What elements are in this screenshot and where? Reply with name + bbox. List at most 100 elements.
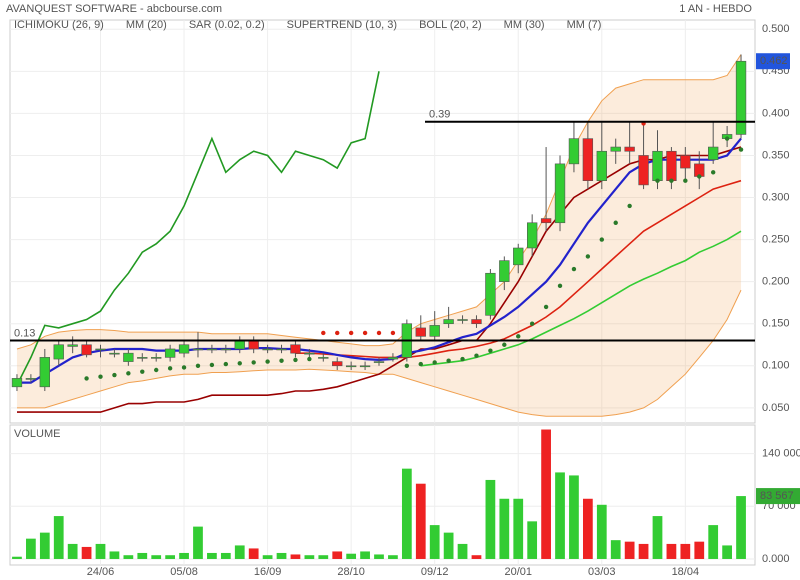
volume-bar bbox=[388, 555, 398, 559]
volume-bar bbox=[624, 541, 635, 559]
sar-dot bbox=[140, 369, 145, 374]
volume-bar bbox=[694, 541, 705, 559]
chart-title: AVANQUEST SOFTWARE - abcbourse.com bbox=[6, 3, 222, 15]
volume-bar bbox=[596, 504, 607, 559]
candle-body bbox=[318, 357, 329, 359]
candle-body bbox=[11, 378, 23, 388]
x-tick-label: 09/12 bbox=[421, 566, 449, 578]
volume-bar bbox=[429, 525, 440, 559]
volume-bar bbox=[513, 498, 524, 559]
sar-dot bbox=[738, 147, 744, 152]
legend-item: SAR (0.02, 0.2) bbox=[189, 19, 265, 31]
volume-bar bbox=[582, 498, 593, 559]
volume-bar bbox=[638, 543, 649, 559]
candle-body bbox=[39, 357, 50, 388]
candle-body bbox=[81, 344, 92, 356]
volume-bar bbox=[569, 475, 579, 559]
candle-body bbox=[151, 357, 162, 359]
sar-dot bbox=[418, 361, 423, 367]
volume-bar bbox=[471, 555, 482, 559]
candle-body bbox=[666, 150, 677, 181]
sar-dot bbox=[613, 220, 618, 225]
volume-bar bbox=[527, 521, 538, 559]
volume-bar bbox=[151, 555, 162, 559]
volume-bar bbox=[234, 545, 245, 559]
candle-body bbox=[582, 138, 594, 181]
sar-dot bbox=[237, 361, 242, 366]
y-tick-label: 0.200 bbox=[762, 276, 790, 288]
candle-body bbox=[652, 150, 663, 181]
candle-body bbox=[25, 378, 37, 380]
sar-dot bbox=[362, 330, 368, 336]
candle-body bbox=[373, 361, 385, 363]
sar-dot bbox=[348, 330, 354, 336]
volume-bar bbox=[499, 498, 510, 559]
y-tick-label: 0.300 bbox=[762, 191, 790, 203]
volume-bar bbox=[179, 552, 189, 559]
volume-bar bbox=[652, 516, 663, 559]
volume-bar bbox=[165, 555, 176, 559]
volume-tag-label: 83 567 bbox=[760, 490, 794, 502]
overlay: 0.050 0.100 0.150 0.200 0.250 0.300 0.350 0.400… bbox=[10, 19, 800, 578]
level-label: 0.39 bbox=[429, 109, 450, 121]
volume-bar bbox=[415, 483, 426, 559]
candle-body bbox=[304, 352, 315, 355]
x-tick-label: 16/09 bbox=[254, 566, 282, 578]
timeframe: 1 AN - HEBDO bbox=[679, 3, 752, 15]
sar-dot bbox=[195, 363, 201, 368]
volume-bar bbox=[457, 543, 468, 559]
price-panel bbox=[9, 19, 756, 424]
sar-dot bbox=[265, 359, 270, 364]
sar-dot bbox=[516, 334, 521, 339]
sar-dot bbox=[474, 353, 479, 358]
sar-dot bbox=[404, 363, 410, 368]
sar-dot bbox=[502, 342, 507, 347]
level-label: 0.13 bbox=[14, 327, 35, 339]
y-tick-label: 0.350 bbox=[762, 149, 790, 161]
candle-body bbox=[415, 327, 426, 337]
candle-body bbox=[178, 344, 190, 354]
x-tick-label: 03/03 bbox=[588, 566, 616, 578]
volume-bar bbox=[248, 548, 259, 559]
volume-bar bbox=[123, 555, 134, 559]
volume-bar bbox=[220, 552, 231, 559]
candle-body bbox=[624, 146, 635, 152]
candle-body bbox=[429, 325, 440, 337]
sar-dot bbox=[209, 362, 215, 368]
volume-bar bbox=[304, 555, 315, 559]
x-tick-label: 24/06 bbox=[87, 566, 115, 578]
candle-body bbox=[332, 361, 343, 367]
x-tick-label: 18/04 bbox=[672, 566, 700, 578]
candle-body bbox=[568, 138, 580, 165]
sar-dot bbox=[585, 254, 591, 259]
y-tick-label: 0.050 bbox=[762, 402, 790, 414]
volume-bar bbox=[485, 479, 496, 559]
candle-body bbox=[248, 340, 259, 350]
indicator-line bbox=[295, 179, 742, 359]
sar-dot bbox=[432, 360, 437, 365]
x-tick-label: 28/10 bbox=[337, 566, 365, 578]
sar-dot bbox=[488, 348, 493, 353]
sar-dot bbox=[126, 371, 131, 376]
volume-bar bbox=[360, 551, 370, 559]
candle-body bbox=[359, 365, 371, 368]
candle-body bbox=[554, 163, 566, 224]
candle-body bbox=[499, 260, 510, 282]
sar-dot bbox=[710, 170, 716, 175]
legend-item: BOLL (20, 2) bbox=[419, 19, 482, 31]
volume-tick-label: 140 000 bbox=[762, 448, 800, 460]
sar-dot bbox=[181, 365, 187, 370]
volume-bar bbox=[207, 552, 217, 559]
sar-dot bbox=[529, 321, 535, 326]
candle-body bbox=[262, 348, 273, 351]
sar-dot bbox=[293, 357, 298, 363]
candle-body bbox=[708, 146, 719, 160]
volume-bar bbox=[346, 553, 357, 559]
volume-tag bbox=[756, 488, 800, 505]
plot bbox=[11, 54, 747, 417]
candle-body bbox=[735, 60, 747, 135]
volume-bar bbox=[262, 555, 273, 559]
volume-bar bbox=[67, 543, 78, 559]
candle-body bbox=[485, 272, 496, 316]
sar-dot bbox=[167, 366, 173, 371]
